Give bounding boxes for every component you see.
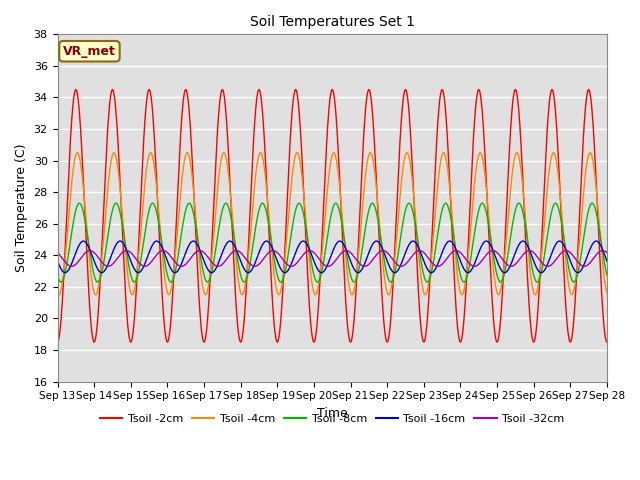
Tsoil -32cm [434,264,442,269]
Tsoil -4cm [495,292,502,298]
Line: Tsoil -16cm: Tsoil -16cm [58,241,607,273]
Tsoil -8cm [603,272,611,278]
Tsoil -8cm [490,256,498,262]
Tsoil -4cm [237,291,245,297]
Tsoil -4cm [603,289,611,295]
Tsoil -2cm [72,87,80,93]
Tsoil -2cm [163,338,171,344]
Tsoil -16cm [490,248,497,253]
Tsoil -16cm [176,265,184,271]
Tsoil -4cm [163,285,170,291]
Tsoil -16cm [603,258,611,264]
Line: Tsoil -4cm: Tsoil -4cm [58,153,607,295]
Tsoil -16cm [417,252,425,257]
Tsoil -2cm [54,339,61,345]
Tsoil -32cm [237,250,245,256]
Tsoil -8cm [131,279,138,285]
Legend: Tsoil -2cm, Tsoil -4cm, Tsoil -8cm, Tsoil -16cm, Tsoil -32cm: Tsoil -2cm, Tsoil -4cm, Tsoil -8cm, Tsoi… [95,409,569,428]
Tsoil -32cm [490,248,498,253]
Tsoil -8cm [177,237,184,243]
Tsoil -4cm [513,150,521,156]
Tsoil -2cm [603,339,611,345]
Tsoil -32cm [539,261,547,266]
Line: Tsoil -32cm: Tsoil -32cm [58,251,607,266]
Tsoil -8cm [539,264,547,270]
Tsoil -16cm [538,270,545,276]
Tsoil -8cm [148,200,156,206]
Tsoil -16cm [163,255,170,261]
Tsoil -2cm [418,332,426,337]
Tsoil -2cm [176,141,184,147]
Title: Soil Temperatures Set 1: Soil Temperatures Set 1 [250,15,415,29]
Tsoil -8cm [419,265,426,271]
Tsoil -32cm [418,248,426,254]
Tsoil -8cm [54,272,61,278]
Tsoil -8cm [163,271,171,277]
Tsoil -2cm [237,338,245,344]
Tsoil -16cm [54,258,61,264]
Tsoil -32cm [163,249,170,254]
Tsoil -4cm [417,276,425,282]
Tsoil -2cm [538,230,546,236]
Line: Tsoil -8cm: Tsoil -8cm [58,203,607,282]
Tsoil -16cm [539,269,547,275]
Tsoil -32cm [603,250,611,255]
Tsoil -32cm [54,250,61,255]
Tsoil -32cm [415,248,423,253]
Tsoil -4cm [539,243,547,249]
Y-axis label: Soil Temperature (C): Soil Temperature (C) [15,144,28,272]
Tsoil -16cm [519,238,527,244]
Tsoil -4cm [176,201,184,206]
X-axis label: Time: Time [317,407,348,420]
Tsoil -8cm [238,276,246,282]
Tsoil -4cm [54,289,61,295]
Tsoil -16cm [237,260,245,265]
Line: Tsoil -2cm: Tsoil -2cm [58,90,607,342]
Tsoil -4cm [490,264,497,270]
Text: VR_met: VR_met [63,45,116,58]
Tsoil -2cm [490,317,497,323]
Tsoil -32cm [176,263,184,269]
